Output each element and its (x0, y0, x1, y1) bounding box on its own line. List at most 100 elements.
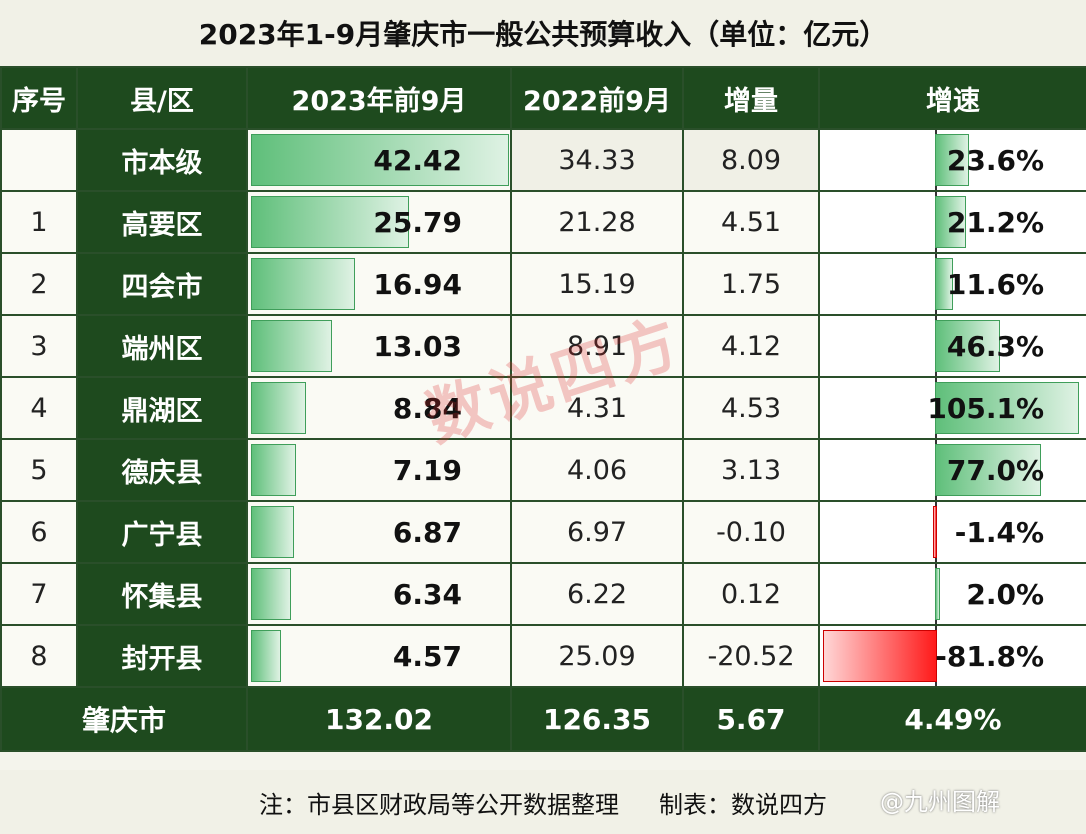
growth-bar-positive (935, 568, 940, 620)
header-region: 县/区 (76, 66, 248, 130)
table-body: 市本级 42.42 34.33 8.09 23.6% 1 高要区 25.79 21.28 4.51… (0, 128, 1086, 688)
row-2023-cell: 6.34 (246, 562, 512, 626)
value-bar (251, 320, 332, 372)
row-2023-cell: 42.42 (246, 128, 512, 192)
row-2023-value: 6.87 (392, 515, 462, 549)
row-seq: 6 (0, 500, 78, 564)
row-seq: 4 (0, 376, 78, 440)
value-bar (251, 196, 409, 248)
row-region: 德庆县 (76, 438, 248, 502)
row-growth-cell: 2.0% (818, 562, 1086, 626)
row-growth-value: 11.6% (946, 267, 1044, 301)
row-region: 封开县 (76, 624, 248, 688)
row-2022-value: 25.09 (510, 624, 684, 688)
header-row: 序号 县/区 2023年前9月 2022前9月 增量 增速 (0, 66, 1086, 130)
table-row: 7 怀集县 6.34 6.22 0.12 2.0% (0, 562, 1086, 626)
revenue-table: 序号 县/区 2023年前9月 2022前9月 增量 增速 市本级 42.42 34… (0, 66, 1086, 752)
row-growth-cell: 105.1% (818, 376, 1086, 440)
row-growth-value: 77.0% (946, 453, 1044, 487)
row-2023-cell: 25.79 (246, 190, 512, 254)
row-2023-value: 42.42 (373, 143, 462, 177)
row-2022-value: 8.91 (510, 314, 684, 378)
row-2023-cell: 16.94 (246, 252, 512, 316)
row-2022-value: 4.31 (510, 376, 684, 440)
footer-note: 注：市县区财政局等公开数据整理 制表：数说四方 (0, 770, 1086, 834)
total-delta: 5.67 (682, 686, 820, 752)
row-delta-value: -20.52 (682, 624, 820, 688)
growth-bar-positive (935, 320, 1000, 372)
row-growth-cell: 46.3% (818, 314, 1086, 378)
table-row: 5 德庆县 7.19 4.06 3.13 77.0% (0, 438, 1086, 502)
row-growth-cell: 77.0% (818, 438, 1086, 502)
row-delta-value: -0.10 (682, 500, 820, 564)
row-seq: 3 (0, 314, 78, 378)
row-region: 端州区 (76, 314, 248, 378)
row-2023-value: 7.19 (392, 453, 462, 487)
row-region: 市本级 (76, 128, 248, 192)
row-2023-cell: 8.84 (246, 376, 512, 440)
row-growth-cell: 11.6% (818, 252, 1086, 316)
value-bar (251, 444, 297, 496)
row-seq: 1 (0, 190, 78, 254)
row-2023-cell: 4.57 (246, 624, 512, 688)
row-delta-value: 8.09 (682, 128, 820, 192)
table-row: 6 广宁县 6.87 6.97 -0.10 -1.4% (0, 500, 1086, 564)
row-seq: 7 (0, 562, 78, 626)
row-2023-cell: 7.19 (246, 438, 512, 502)
value-bar (251, 630, 281, 682)
value-bar (251, 134, 509, 186)
row-2023-value: 4.57 (392, 639, 462, 673)
value-bar (251, 568, 292, 620)
page-title: 2023年1-9月肇庆市一般公共预算收入（单位：亿元） (0, 0, 1086, 68)
footer-maker: 制表：数说四方 (659, 790, 827, 819)
total-row: 肇庆市 132.02 126.35 5.67 4.49% (0, 686, 1086, 752)
growth-bar-negative (933, 506, 937, 558)
header-delta: 增量 (682, 66, 820, 130)
row-region: 高要区 (76, 190, 248, 254)
row-seq: 5 (0, 438, 78, 502)
table-row: 4 鼎湖区 8.84 4.31 4.53 105.1% (0, 376, 1086, 440)
row-region: 怀集县 (76, 562, 248, 626)
row-2022-value: 34.33 (510, 128, 684, 192)
header-seq: 序号 (0, 66, 78, 130)
row-growth-value: 105.1% (927, 391, 1044, 425)
total-2023: 132.02 (246, 686, 512, 752)
row-delta-value: 4.51 (682, 190, 820, 254)
growth-bar-positive (935, 134, 969, 186)
row-2023-cell: 13.03 (246, 314, 512, 378)
row-growth-value: -1.4% (954, 515, 1044, 549)
row-seq: 2 (0, 252, 78, 316)
row-delta-value: 3.13 (682, 438, 820, 502)
corner-watermark: @九州图解 (880, 788, 1000, 816)
row-2022-value: 15.19 (510, 252, 684, 316)
row-2023-cell: 6.87 (246, 500, 512, 564)
growth-bar-negative (823, 630, 937, 682)
value-bar (251, 506, 295, 558)
total-growth: 4.49% (818, 686, 1086, 752)
row-2022-value: 6.22 (510, 562, 684, 626)
growth-bar-positive (935, 196, 966, 248)
row-growth-cell: 23.6% (818, 128, 1086, 192)
row-2023-value: 16.94 (373, 267, 462, 301)
row-2022-value: 21.28 (510, 190, 684, 254)
table-row: 8 封开县 4.57 25.09 -20.52 -81.8% (0, 624, 1086, 688)
row-2023-value: 6.34 (392, 577, 462, 611)
row-2023-value: 8.84 (392, 391, 462, 425)
row-region: 四会市 (76, 252, 248, 316)
growth-bar-positive (935, 444, 1042, 496)
row-seq: 8 (0, 624, 78, 688)
header-2022: 2022前9月 (510, 66, 684, 130)
row-growth-value: -81.8% (935, 639, 1044, 673)
row-2022-value: 6.97 (510, 500, 684, 564)
header-2023: 2023年前9月 (246, 66, 512, 130)
row-region: 鼎湖区 (76, 376, 248, 440)
growth-bar-positive (935, 382, 1079, 434)
row-delta-value: 4.12 (682, 314, 820, 378)
row-growth-cell: 21.2% (818, 190, 1086, 254)
row-delta-value: 1.75 (682, 252, 820, 316)
table-row: 2 四会市 16.94 15.19 1.75 11.6% (0, 252, 1086, 316)
row-2023-value: 13.03 (373, 329, 462, 363)
table-row: 市本级 42.42 34.33 8.09 23.6% (0, 128, 1086, 192)
row-seq (0, 128, 78, 192)
